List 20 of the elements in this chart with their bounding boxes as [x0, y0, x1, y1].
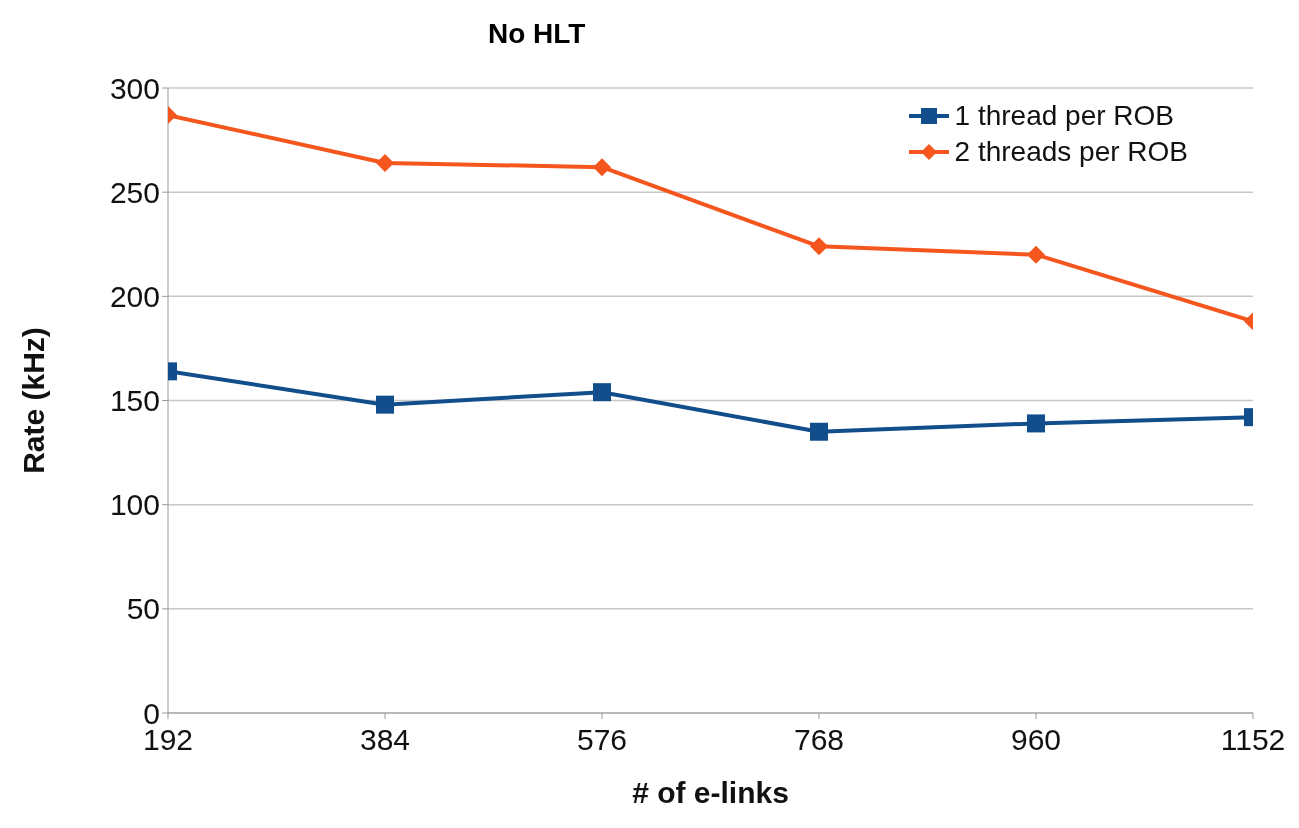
- point: [810, 422, 828, 441]
- x-tick-label: 1152: [1220, 723, 1286, 757]
- y-axis-title: Rate (kHz): [16, 327, 50, 474]
- y-tick-label: 300: [109, 71, 160, 105]
- y-tick-label: 250: [109, 175, 160, 209]
- chart-title: No HLT: [488, 18, 586, 50]
- x-tick-label: 576: [576, 723, 628, 757]
- x-tick-label: 768: [793, 723, 845, 757]
- legend-label: 1 thread per ROB: [954, 99, 1174, 133]
- point: [593, 383, 611, 402]
- point: [810, 237, 828, 256]
- x-tick-label: 384: [359, 723, 411, 757]
- y-tick-label: 100: [109, 488, 160, 522]
- x-tick-label: 960: [1010, 723, 1062, 757]
- y-tick-label: 150: [109, 384, 160, 418]
- y-tick-label: 50: [126, 592, 160, 626]
- point: [593, 158, 611, 177]
- x-axis-title: # of e-links: [632, 776, 789, 809]
- legend-label: 2 threads per ROB: [954, 135, 1188, 169]
- y-tick-label: 200: [109, 279, 160, 313]
